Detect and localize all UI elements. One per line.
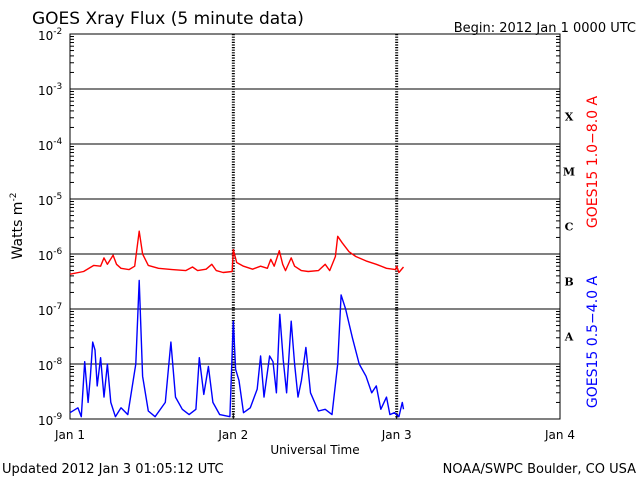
series-line-1 — [69, 230, 405, 275]
y-tick-label: 10-4 — [38, 137, 63, 153]
chart-title: GOES Xray Flux (5 minute data) — [32, 9, 304, 29]
y-tick-label: 10-7 — [38, 302, 62, 318]
series-line-2 — [69, 279, 405, 418]
y-tick-label: 10-6 — [38, 247, 63, 263]
x-tick-label: Jan 1 — [54, 428, 85, 442]
x-axis-ticks: Jan 1 Jan 2 Jan 3 Jan 4 — [54, 413, 575, 442]
legend-item: GOES15 0.5−4.0 A — [585, 276, 601, 409]
y-axis-label-exponent: -2 — [9, 193, 19, 202]
x-tick-label: Jan 3 — [381, 428, 412, 442]
y-axis-label: Watts m-2 — [9, 193, 26, 260]
flare-class-m: M — [563, 166, 575, 179]
y-tick-exponent: -5 — [53, 192, 62, 202]
y-tick-exponent: -7 — [53, 302, 62, 312]
gridlines — [70, 88, 560, 365]
x-axis-label: Universal Time — [270, 443, 359, 457]
y-tick-exponent: -6 — [53, 247, 62, 257]
y-tick-base: 10 — [38, 359, 53, 373]
y-tick-exponent: -3 — [53, 82, 62, 92]
flare-class-x: X — [565, 111, 574, 124]
y-tick-exponent: -9 — [53, 412, 62, 422]
y-tick-base: 10 — [38, 29, 53, 43]
y-axis-ticks: 10-910-810-710-610-510-410-310-2 — [38, 27, 560, 428]
legend-item: GOES15 1.0−8.0 A — [585, 96, 601, 229]
x-tick-label: Jan 2 — [217, 428, 248, 442]
y-tick-base: 10 — [38, 304, 53, 318]
updated-label: Updated 2012 Jan 3 01:05:12 UTC — [2, 462, 224, 477]
y-tick-exponent: -4 — [53, 137, 62, 147]
y-axis-label-text: Watts m — [10, 202, 26, 260]
y-tick-exponent: -2 — [53, 27, 62, 37]
flare-class-labels: A B C M X — [563, 111, 575, 344]
y-tick-label: 10-2 — [38, 27, 62, 43]
y-tick-base: 10 — [38, 84, 53, 98]
plot-frame — [69, 33, 561, 420]
y-tick-label: 10-8 — [38, 357, 63, 373]
legend-label: GOES15 0.5−4.0 A — [585, 276, 601, 409]
y-tick-exponent: -8 — [53, 357, 62, 367]
svg-text:Watts m-2: Watts m-2 — [9, 193, 26, 260]
y-tick-label: 10-5 — [38, 192, 62, 208]
day-separators — [231, 34, 399, 419]
y-tick-base: 10 — [38, 414, 53, 428]
y-tick-label: 10-3 — [38, 82, 62, 98]
y-tick-label: 10-9 — [38, 412, 63, 428]
x-tick-label: Jan 4 — [544, 428, 575, 442]
legend: GOES15 1.0−8.0 A GOES15 0.5−4.0 A — [585, 96, 601, 409]
source-label: NOAA/SWPC Boulder, CO USA — [443, 462, 636, 477]
flare-class-c: C — [565, 221, 574, 234]
flare-class-b: B — [564, 276, 573, 289]
y-tick-base: 10 — [38, 139, 53, 153]
legend-label: GOES15 1.0−8.0 A — [585, 96, 601, 229]
begin-time-label: Begin: 2012 Jan 1 0000 UTC — [454, 21, 636, 36]
y-tick-base: 10 — [38, 194, 53, 208]
series-lines — [69, 230, 405, 418]
y-tick-base: 10 — [38, 249, 53, 263]
flare-class-a: A — [564, 331, 574, 344]
